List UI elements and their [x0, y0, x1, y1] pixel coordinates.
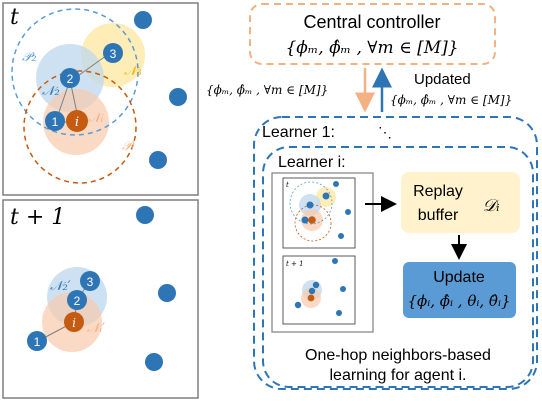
agent-node-3: 3 — [80, 271, 100, 291]
learner-1-title: Learner 1: — [262, 124, 335, 141]
caption-line2: learning for agent i. — [330, 367, 467, 384]
download-params: {ϕₘ, ϕ̂ₘ , ∀m ∈ [M]} — [206, 83, 328, 97]
replay-line2: buffer — [418, 207, 459, 224]
agent-node — [145, 353, 163, 371]
agent-node — [134, 11, 152, 29]
panel-t-label: t — [10, 5, 19, 30]
agent-node — [149, 151, 167, 169]
upload-title: Updated — [414, 71, 471, 88]
agent-node — [169, 88, 187, 106]
svg-text:1: 1 — [52, 115, 59, 129]
agent-node-2: 2 — [67, 290, 87, 310]
svg-text:2: 2 — [74, 294, 81, 308]
region-p2 — [11, 8, 139, 136]
learner-i-thumbnails: t t + 1 — [271, 172, 374, 333]
svg-text:t: t — [286, 181, 289, 189]
set-label-n2-prime: 𝒩₂′ — [50, 279, 71, 294]
agent-node-i: i — [64, 312, 84, 332]
svg-text:i: i — [75, 115, 79, 130]
update-title: Update — [433, 269, 485, 286]
svg-text:t + 1: t + 1 — [286, 260, 304, 268]
set-label-p2: 𝒫₂ — [22, 50, 37, 65]
agent-node-1: 1 — [27, 331, 47, 351]
svg-text:3: 3 — [110, 47, 117, 61]
learner-i-box: Learner i: — [262, 146, 534, 388]
learner-dots: ⋱ — [378, 124, 392, 140]
replay-symbol: 𝒟ᵢ — [483, 196, 500, 216]
panel-t1-label: t + 1 — [10, 205, 65, 230]
replay-line1: Replay — [413, 183, 463, 200]
controller-params: {ϕₘ, ϕ̂ₘ , ∀m ∈ [M]} — [285, 38, 458, 58]
update-params: {ϕᵢ, ϕ̂ᵢ , θᵢ, θ̂ᵢ} — [407, 292, 510, 310]
caption-line1: One-hop neighbors-based — [305, 347, 491, 364]
agent-node — [136, 206, 154, 224]
set-label-pi: 𝒫ᵢ — [122, 139, 135, 154]
agent-node-2: 2 — [60, 68, 80, 88]
set-label-n3: 𝒩₃ — [124, 64, 142, 79]
svg-text:2: 2 — [67, 72, 74, 86]
replay-buffer: Replay buffer 𝒟ᵢ — [401, 172, 520, 233]
agent-node — [158, 284, 176, 302]
svg-text:1: 1 — [34, 335, 41, 349]
panel-t1: t + 1 𝒩₂′ 𝒩ᵢ′ 3 2 i 1 — [2, 199, 199, 399]
learner-i-title: Learner i: — [278, 154, 346, 171]
upload-params: {ϕₘ, ϕ̂ₘ , ∀m ∈ [M]} — [390, 93, 512, 107]
controller-title: Central controller — [303, 12, 440, 32]
svg-text:i: i — [72, 316, 76, 330]
set-label-ni-prime: 𝒩ᵢ′ — [87, 321, 105, 336]
agent-node-3: 3 — [103, 43, 123, 63]
set-label-ni: 𝒩ᵢ — [88, 111, 105, 126]
learner-1-box: Learner 1: ⋱ — [253, 116, 538, 390]
set-label-n2: 𝒩₂ — [42, 84, 60, 99]
update-box: Update {ϕᵢ, ϕ̂ᵢ , θᵢ, θ̂ᵢ} — [403, 262, 516, 318]
central-controller: Central controller {ϕₘ, ϕ̂ₘ , ∀m ∈ [M]} — [249, 3, 496, 65]
agent-node-1: 1 — [45, 111, 65, 131]
panel-t: t 𝒫₂ 𝒩₂ 𝒩₃ 𝒩ᵢ 𝒫ᵢ 3 2 1 — [2, 2, 199, 196]
agent-node-i: i — [66, 110, 88, 132]
region-pi — [23, 70, 137, 184]
svg-text:3: 3 — [87, 275, 94, 289]
